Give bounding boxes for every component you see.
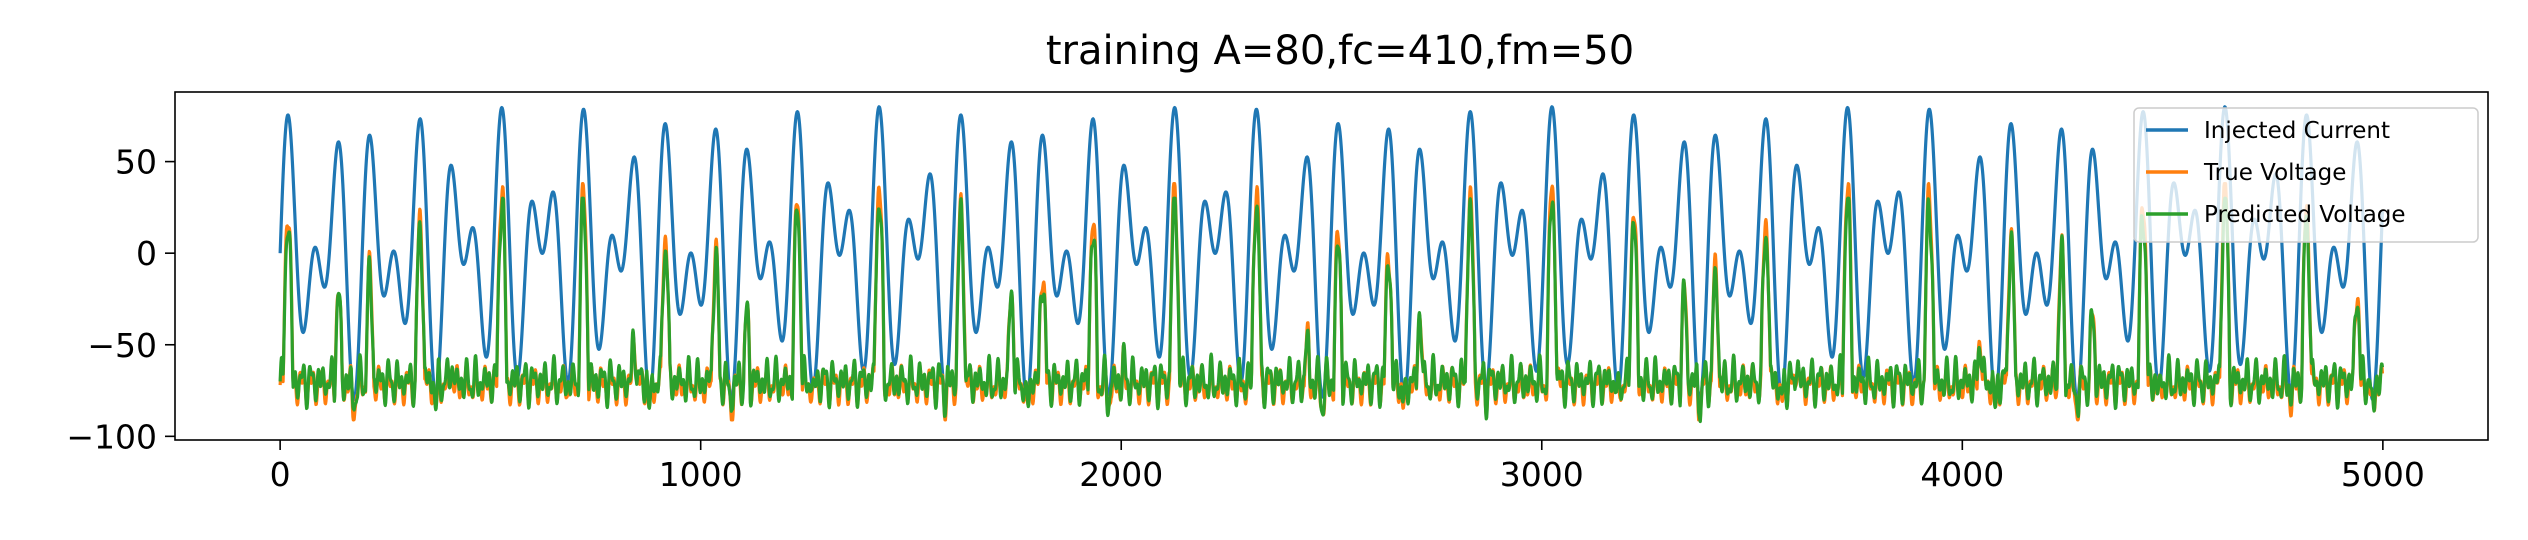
- y-tick-label: 50: [115, 143, 157, 182]
- y-tick-label: 0: [136, 234, 157, 273]
- x-tick-label: 0: [270, 455, 291, 494]
- chart-title: training A=80,fc=410,fm=50: [1046, 28, 1634, 74]
- legend-box: [2133, 107, 2479, 243]
- y-tick-label: −100: [66, 417, 157, 456]
- axes-frame: [174, 91, 2489, 441]
- x-tick-label: 3000: [1500, 455, 1584, 494]
- axes: 0 1000 2000 3000 4000 5000 50 0 −50 −100: [66, 91, 2489, 494]
- legend-label: True Voltage: [2203, 160, 2346, 186]
- legend-label: Injected Current: [2204, 118, 2390, 144]
- x-tick-label: 2000: [1079, 455, 1163, 494]
- series-line-injected-current: [278, 105, 2385, 402]
- y-tick-label: −50: [87, 326, 157, 365]
- legend-label: Predicted Voltage: [2204, 202, 2406, 228]
- x-tick-label: 5000: [2341, 455, 2425, 494]
- series-line-predicted-voltage: [278, 196, 2385, 424]
- x-tick-label: 4000: [1920, 455, 2004, 494]
- plot-area: [278, 105, 2385, 424]
- x-tick-label: 1000: [659, 455, 743, 494]
- legend: Injected Current True Voltage Predicted Vo…: [2133, 107, 2479, 243]
